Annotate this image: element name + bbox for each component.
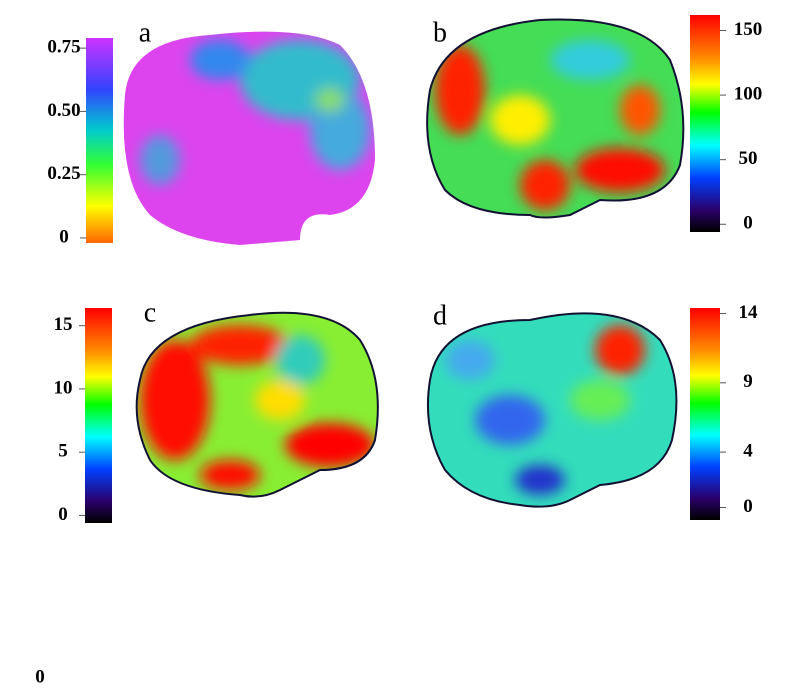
panel-letter: a	[139, 17, 152, 48]
colorbar-tick-label: 4	[743, 440, 753, 461]
colorbar-tick-label: 9	[743, 371, 753, 392]
colorbar-tick-label: 14	[739, 302, 759, 323]
panel-letter: c	[144, 297, 156, 328]
figure: 0 a0.750.500.250b150100500c151050d14940	[0, 0, 790, 692]
panel-letter: b	[433, 17, 447, 48]
colorbar	[690, 308, 720, 520]
colorbar-tick-label: 0	[743, 213, 753, 234]
colorbar-tick-label: 0.75	[47, 36, 80, 57]
map-a	[110, 20, 390, 260]
colorbar-tick-label: 15	[54, 314, 73, 335]
colorbar-tick-label: 0	[58, 504, 68, 525]
footer-text: 0	[35, 666, 45, 687]
colorbar-tick-label: 0	[743, 496, 753, 517]
map-b	[420, 10, 700, 230]
colorbar-tick-label: 150	[734, 19, 763, 40]
colorbar	[85, 308, 112, 523]
colorbar-tick-label: 10	[54, 377, 73, 398]
colorbar	[86, 38, 113, 243]
colorbar-tick-label: 0.50	[47, 100, 80, 121]
colorbar-tick-label: 0.25	[47, 163, 80, 184]
colorbar-tick-label: 5	[58, 441, 68, 462]
map-c	[130, 300, 390, 510]
colorbar-tick-label: 0	[59, 226, 69, 247]
panel-letter: d	[433, 300, 447, 331]
map-d	[420, 300, 690, 515]
colorbar-tick-label: 100	[734, 83, 763, 104]
colorbar-tick-label: 50	[739, 148, 758, 169]
colorbar	[690, 15, 720, 232]
